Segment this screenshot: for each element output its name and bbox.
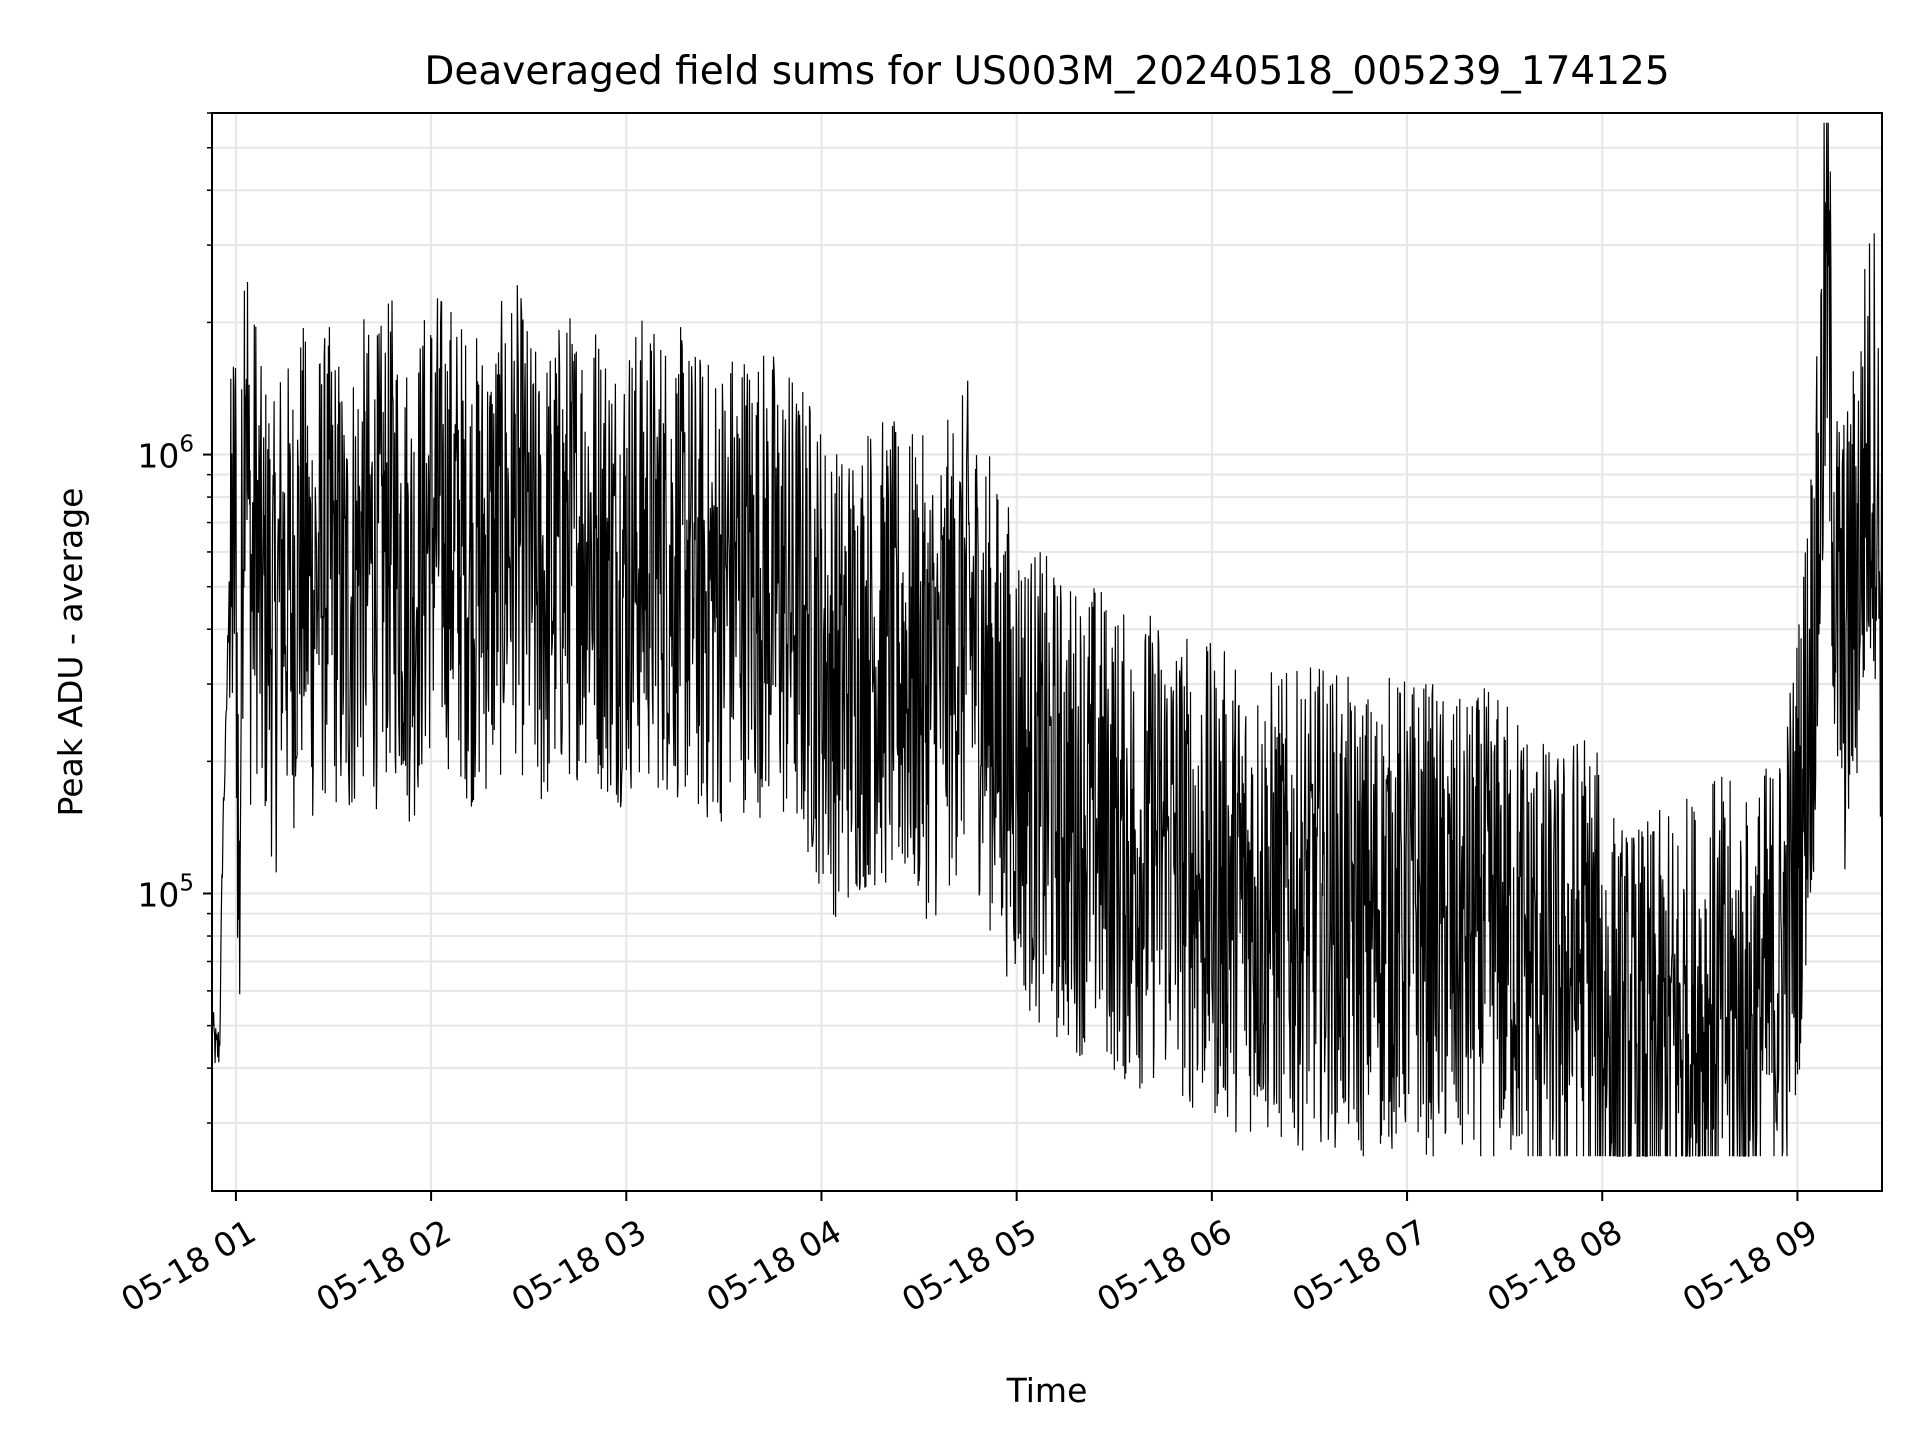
- x-axis-label: Time: [1006, 1371, 1088, 1410]
- y-tick-label: 105: [137, 870, 194, 914]
- plot-area: [212, 122, 1882, 1157]
- y-tick-label: 106: [137, 432, 194, 476]
- y-tick-exponent: 6: [179, 432, 194, 458]
- y-axis-label: Peak ADU - average: [51, 488, 90, 817]
- chart-title: Deaveraged field sums for US003M_2024051…: [424, 49, 1669, 94]
- y-tick-base: 10: [137, 875, 179, 914]
- axes-frame: [211, 112, 1883, 1192]
- y-tick-exponent: 5: [179, 870, 194, 896]
- series-line: [212, 122, 1882, 1157]
- y-tick-base: 10: [137, 437, 179, 476]
